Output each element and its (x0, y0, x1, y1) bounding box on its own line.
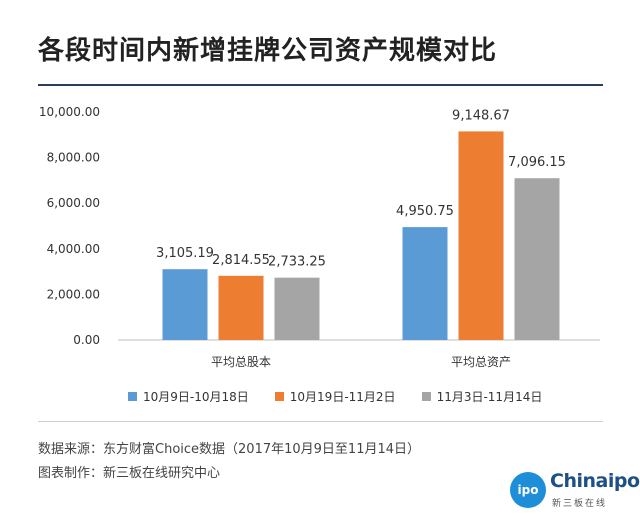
y-tick-label: 2,000.00 (47, 287, 100, 301)
legend-item: 11月3日-11月14日 (421, 388, 543, 405)
legend: 10月9日-10月18日 10月19日-11月2日 11月3日-11月14日 (128, 388, 542, 405)
bar (218, 275, 264, 340)
x-category-label: 平均总股本 (211, 355, 271, 369)
bar (514, 178, 560, 340)
logo-badge: ipo (510, 472, 546, 508)
x-category-label: 平均总资产 (451, 355, 511, 369)
chart-credit: 图表制作：新三板在线研究中心 (38, 466, 221, 481)
data-label: 4,950.75 (396, 204, 454, 219)
data-label: 3,105.19 (156, 246, 214, 261)
data-label: 7,096.15 (508, 155, 566, 170)
legend-swatch (421, 392, 431, 401)
y-tick-label: 10,000.00 (39, 105, 100, 119)
bar (162, 269, 208, 340)
legend-item: 10月9日-10月18日 (128, 388, 249, 405)
y-tick-label: 4,000.00 (47, 242, 100, 256)
legend-label: 10月19日-11月2日 (289, 390, 396, 404)
legend-swatch (128, 392, 137, 401)
bar-chart: 0.00 2,000.00 4,000.00 6,000.00 8,000.00 10,0… (39, 105, 600, 369)
legend-swatch (274, 392, 284, 401)
data-label: 2,733.25 (268, 255, 326, 270)
y-tick-label: 8,000.00 (47, 151, 100, 165)
chart-title: 各段时间内新增挂牌公司资产规模对比 (38, 36, 498, 66)
data-source: 数据来源：东方财富Choice数据（2017年10月9日至11月14日） (38, 442, 421, 457)
logo-subtitle: 新三板在线 (552, 499, 608, 509)
legend-label: 10月9日-10月18日 (143, 390, 249, 404)
data-label: 9,148.67 (452, 108, 510, 123)
bar (458, 131, 504, 340)
legend-item: 10月19日-11月2日 (274, 388, 396, 405)
footer-divider (38, 421, 603, 422)
y-tick-label: 0.00 (73, 333, 100, 347)
title-divider (38, 84, 603, 86)
bar (402, 227, 448, 340)
legend-label: 11月3日-11月14日 (436, 390, 543, 404)
y-tick-label: 6,000.00 (47, 196, 100, 210)
chinaipo-logo: ipo Chinaipo 新三板在线 (510, 470, 640, 514)
logo-wordmark: Chinaipo (550, 470, 640, 492)
data-label: 2,814.55 (212, 253, 270, 268)
bar (274, 277, 320, 340)
